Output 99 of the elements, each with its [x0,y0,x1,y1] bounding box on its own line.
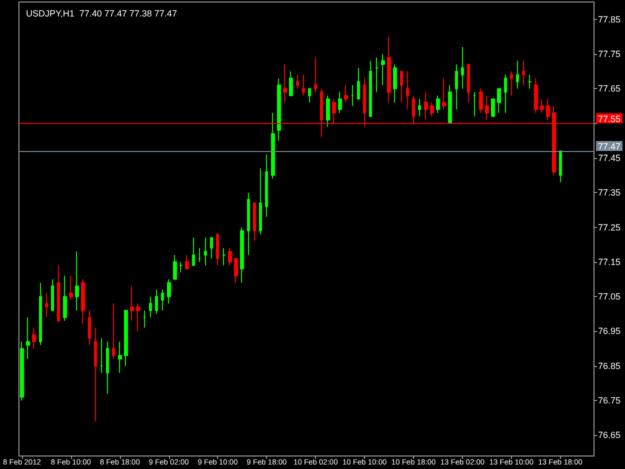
candlestick [130,286,134,322]
candlestick [534,78,538,114]
candlestick [277,78,281,142]
candlestick [296,74,299,90]
y-tick-label: 77.15 [598,256,621,267]
ref-line-label: 77.55 [598,114,621,124]
candlestick [461,46,464,90]
candlestick [198,248,201,262]
y-tick-label: 77.25 [598,222,621,232]
candlestick [289,70,293,96]
candlestick [375,56,379,93]
candlestick [467,64,470,104]
candlestick [283,64,287,104]
candlestick [479,88,483,114]
candlestick [81,278,85,325]
candlestick [210,237,213,259]
candlestick [173,254,177,280]
y-tick-label: 77.35 [598,188,621,198]
y-tick-label: 76.85 [598,360,621,371]
y-tick-label: 76.95 [598,326,621,336]
candlestick [118,341,122,374]
candlestick [516,60,519,90]
candlestick [338,92,342,114]
candlestick [265,154,268,218]
candlestick [155,289,158,314]
candlestick [179,261,183,273]
candlestick [57,264,60,322]
y-tick-label: 77.75 [598,48,621,59]
candlestick [497,88,501,114]
candlestick [136,303,140,332]
candlestick [522,60,525,86]
candlestick [20,341,24,402]
candlestick [510,70,513,96]
candlestick [393,64,397,104]
y-tick-label: 77.05 [598,292,621,302]
candlestick [149,296,152,318]
candlestick [240,226,244,284]
candlestick [234,258,238,284]
y-tick-label: 76.65 [598,430,621,440]
candlestick [204,237,207,266]
candlestick [167,278,171,304]
candlestick [418,98,421,117]
candlestick [455,64,458,110]
candlestick [247,192,250,256]
candlestick [271,112,275,180]
candlestick [540,98,544,114]
candlestick [326,95,330,128]
candlestick [124,310,128,366]
candlestick [216,234,219,266]
candlestick [314,56,317,93]
candlestick [424,92,428,120]
ref-line-label: 77.47 [598,142,621,152]
candlestick [559,150,562,183]
candlestick [442,78,446,110]
candlestick [222,248,226,266]
candlestick [302,74,305,96]
candlestick [436,95,440,114]
candlestick [26,316,30,360]
candlestick [69,275,73,301]
y-tick-label: 77.45 [598,152,621,163]
candlestick [259,168,262,235]
candlestick [448,84,452,124]
y-tick-label: 76.75 [598,396,621,406]
candlestick [504,74,507,114]
candlestick [228,248,232,266]
candlestick [369,60,372,117]
candlestick [45,292,48,318]
candlestick [351,84,354,106]
candlestick [387,36,391,104]
candlestick [406,70,409,110]
y-tick-label: 77.85 [598,14,621,24]
candlestick [100,338,103,374]
candlestick [94,327,97,422]
candlestick [32,327,36,350]
candlestick [51,278,54,311]
candlestick [88,310,91,346]
candlestick [357,67,360,100]
candlestick [106,341,109,394]
y-tick-label: 77.65 [598,84,621,94]
candlestick [344,84,348,104]
candlestick [112,303,115,360]
candlestick [185,254,189,270]
candlestick [63,275,67,322]
candlestick [143,310,146,328]
candlestick [192,237,195,266]
candlestick [308,88,311,104]
candlestick [161,289,164,311]
candlestick [491,98,495,117]
candlestick [485,95,489,120]
text: USDJPY,H1 77.40 77.47 77.38 77.47 [26,8,177,18]
candlestick [400,70,403,104]
candlestick [546,98,550,120]
candlestick [473,92,476,117]
candlestick [430,102,434,117]
candlestick [39,282,42,346]
candlestick [253,202,256,242]
candlestick [75,251,79,311]
candlestick [528,74,532,90]
candlestick [381,53,385,86]
